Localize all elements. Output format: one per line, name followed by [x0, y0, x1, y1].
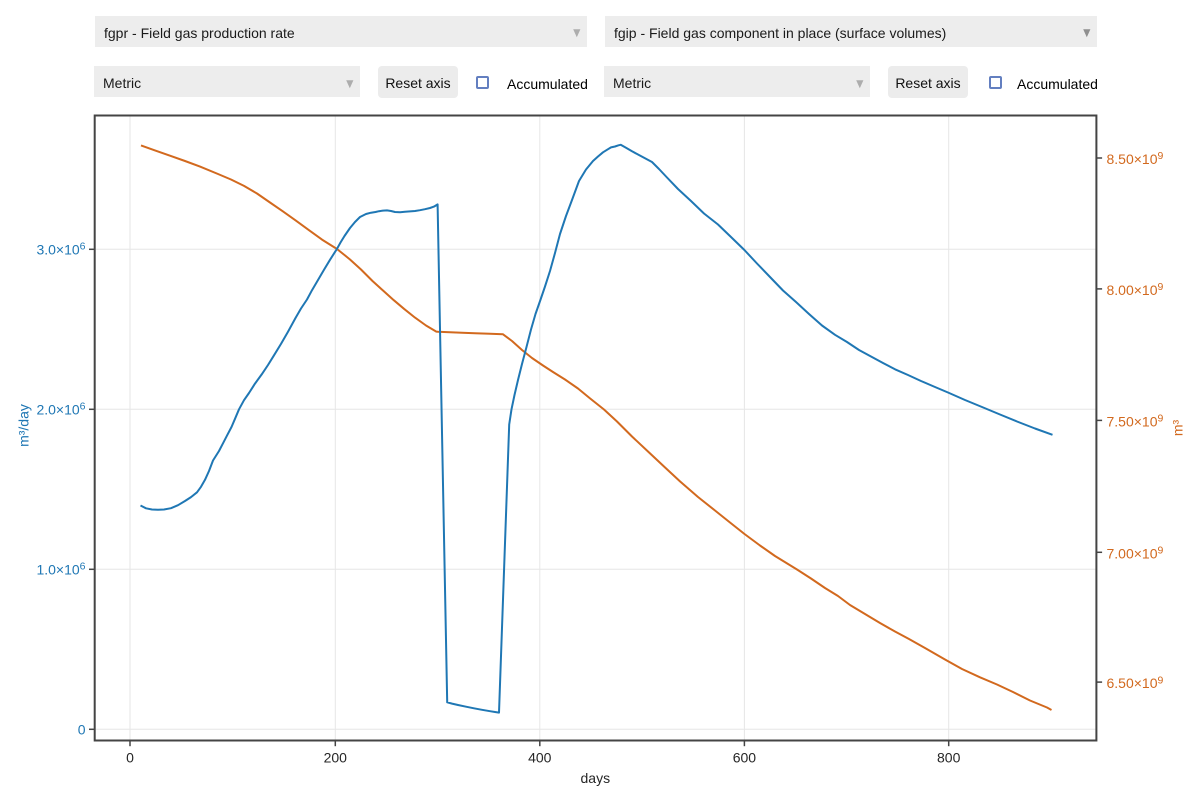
svg-text:7.50×109: 7.50×109 — [1107, 413, 1164, 430]
svg-text:8.00×109: 8.00×109 — [1107, 281, 1164, 298]
svg-text:6.50×109: 6.50×109 — [1107, 674, 1164, 691]
svg-text:8.50×109: 8.50×109 — [1107, 150, 1164, 167]
svg-text:7.00×109: 7.00×109 — [1107, 545, 1164, 562]
svg-text:1.0×106: 1.0×106 — [36, 561, 85, 578]
svg-text:3.0×106: 3.0×106 — [36, 241, 85, 258]
svg-text:0: 0 — [78, 721, 86, 737]
svg-text:400: 400 — [528, 750, 552, 766]
svg-text:m³/day: m³/day — [16, 404, 32, 447]
svg-text:2.0×106: 2.0×106 — [36, 401, 85, 418]
svg-text:600: 600 — [733, 750, 757, 766]
svg-text:m³: m³ — [1170, 420, 1186, 437]
svg-text:0: 0 — [126, 750, 134, 766]
svg-text:800: 800 — [937, 750, 961, 766]
svg-text:days: days — [581, 770, 611, 786]
svg-text:200: 200 — [324, 750, 348, 766]
